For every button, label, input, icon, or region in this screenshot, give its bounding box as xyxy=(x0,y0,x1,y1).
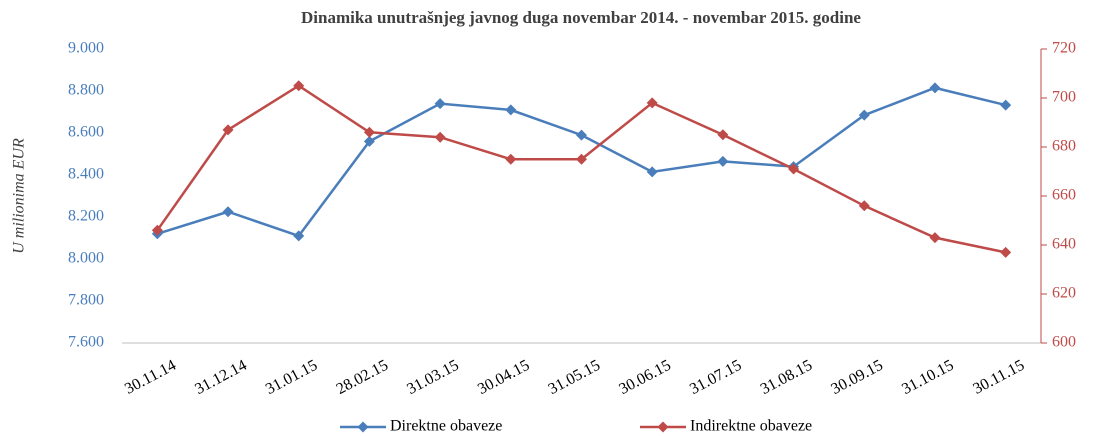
x-tick-label: 30.11.15 xyxy=(970,357,1027,398)
y2-tick-label: 640 xyxy=(1052,236,1076,253)
y-tick-label: 8.400 xyxy=(68,166,104,183)
marker xyxy=(717,155,729,167)
marker xyxy=(222,206,234,218)
y-tick-label: 7.800 xyxy=(68,292,104,309)
marker xyxy=(293,230,305,242)
marker xyxy=(505,153,517,165)
marker xyxy=(222,124,234,136)
marker xyxy=(576,153,587,165)
chart-title: Dinamika unutrašnjeg javnog duga novemba… xyxy=(301,8,861,27)
legend-marker xyxy=(357,421,369,433)
y2-tick-label: 600 xyxy=(1052,334,1076,351)
marker xyxy=(363,135,375,147)
marker xyxy=(929,82,941,94)
y2-tick-label: 680 xyxy=(1052,138,1076,155)
y2-tick-label: 720 xyxy=(1052,40,1076,57)
y2-tick-label: 700 xyxy=(1052,89,1076,106)
marker xyxy=(151,224,163,236)
legend-marker xyxy=(657,421,669,433)
marker xyxy=(1000,246,1012,258)
marker xyxy=(293,80,305,92)
marker xyxy=(434,131,446,143)
x-tick-label: 30.11.14 xyxy=(122,357,179,398)
y-tick-label: 7.600 xyxy=(68,334,104,351)
y-tick-label: 8.200 xyxy=(68,208,104,225)
x-tick-label: 30.04.15 xyxy=(475,357,532,398)
y-tick-label: 8.000 xyxy=(68,250,104,267)
marker xyxy=(576,129,587,141)
marker xyxy=(434,98,446,110)
marker xyxy=(858,200,870,212)
x-tick-label: 31.05.15 xyxy=(546,357,603,398)
y2-tick-label: 660 xyxy=(1052,187,1076,204)
legend-label: Direktne obaveze xyxy=(390,418,502,435)
marker xyxy=(363,126,375,138)
marker xyxy=(717,129,729,141)
x-tick-label: 28.02.15 xyxy=(334,357,391,398)
marker xyxy=(929,232,941,244)
marker xyxy=(858,109,870,121)
marker xyxy=(788,163,800,175)
y-tick-label: 8.800 xyxy=(68,82,104,99)
marker xyxy=(505,104,517,116)
legend-label: Indirektne obaveze xyxy=(690,418,812,435)
y2-tick-label: 620 xyxy=(1052,285,1076,302)
x-tick-label: 31.07.15 xyxy=(687,357,744,398)
x-tick-label: 31.08.15 xyxy=(758,357,815,398)
x-tick-label: 31.10.15 xyxy=(899,357,956,398)
marker xyxy=(646,166,658,178)
x-tick-label: 30.09.15 xyxy=(828,357,885,398)
x-tick-label: 31.12.14 xyxy=(192,357,249,398)
x-tick-label: 31.01.15 xyxy=(263,357,320,398)
y-axis-label: U milionima EUR xyxy=(11,138,28,254)
marker xyxy=(646,97,658,109)
x-tick-label: 30.06.15 xyxy=(616,357,673,398)
y-tick-label: 8.600 xyxy=(68,124,104,141)
marker xyxy=(1000,99,1012,111)
x-tick-label: 31.03.15 xyxy=(404,357,461,398)
y-tick-label: 9.000 xyxy=(68,40,104,57)
